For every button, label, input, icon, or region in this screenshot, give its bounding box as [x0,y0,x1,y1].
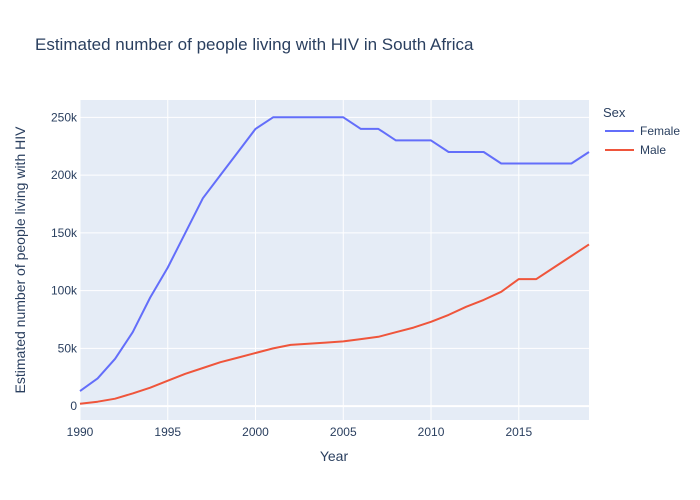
legend-label: Female [640,124,680,138]
x-tick-label: 1995 [154,425,181,439]
chart-title: Estimated number of people living with H… [35,35,474,54]
legend-title: Sex [603,105,626,120]
series-line-male [79,243,590,405]
y-tick-label: 0 [70,399,77,413]
y-tick-label: 50k [58,341,78,355]
x-tick-label: 2015 [505,425,532,439]
gridlines [79,100,589,420]
legend-item-female[interactable]: Female [605,124,680,138]
x-tick-label: 2000 [242,425,269,439]
x-tick-label: 2005 [330,425,357,439]
legend-item-male[interactable]: Male [605,143,666,157]
series-lines [79,116,590,405]
x-tick-labels: 1990 1995 2000 2005 2010 2015 [67,425,533,439]
y-axis-title: Estimated number of people living with H… [12,126,28,394]
legend: Female Male [605,124,680,157]
x-tick-label: 1990 [67,425,94,439]
y-tick-label: 150k [51,226,78,240]
y-tick-label: 250k [51,110,78,124]
y-tick-label: 200k [51,168,78,182]
plot-area [80,100,589,420]
x-axis-title: Year [320,448,349,464]
y-tick-labels: 0 50k 100k 150k 200k 250k [51,110,78,413]
y-tick-label: 100k [51,284,78,298]
series-line-female [79,116,590,392]
x-tick-label: 2010 [418,425,445,439]
legend-label: Male [640,143,666,157]
